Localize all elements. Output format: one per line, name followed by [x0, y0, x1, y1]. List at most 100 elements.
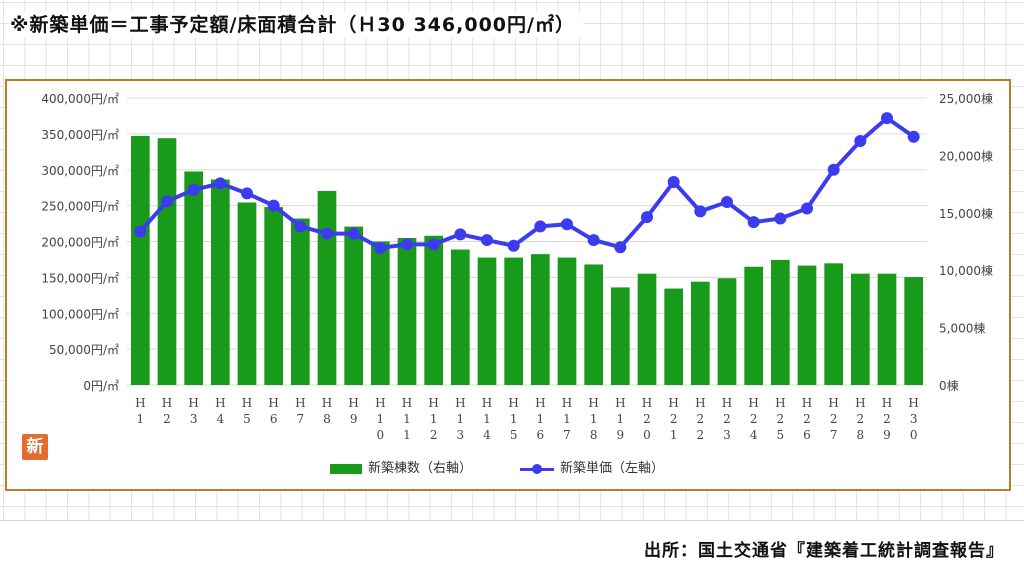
- point-H17: [561, 218, 573, 231]
- point-H20: [641, 211, 653, 224]
- point-H4: [214, 177, 227, 190]
- x-tick-char: 2: [777, 412, 785, 426]
- x-tick-char: 9: [617, 428, 625, 442]
- point-H22: [694, 205, 707, 218]
- point-H15: [507, 239, 520, 252]
- x-tick-char: 1: [457, 412, 465, 426]
- x-tick-char: 3: [190, 412, 198, 426]
- x-tick-char: H: [162, 396, 172, 410]
- right-axis-ticks: 0棟 5,000棟 10,000棟 15,000棟 20,000棟 25,000棟: [939, 91, 993, 393]
- x-tick-char: 3: [723, 428, 731, 442]
- x-tick-char: 4: [483, 428, 491, 442]
- x-tick-char: H: [348, 396, 358, 410]
- x-tick-char: 0: [377, 428, 385, 442]
- point-H10: [374, 241, 387, 254]
- x-tick-char: 1: [537, 412, 545, 426]
- bar-H6: [264, 207, 283, 385]
- point-H13: [454, 228, 467, 241]
- bar-H17: [557, 257, 577, 385]
- x-tick-char: 2: [803, 412, 811, 426]
- x-tick-H27: H 2 7: [828, 396, 838, 442]
- x-tick-H17: H 1 7: [562, 396, 572, 442]
- x-tick-char: 1: [670, 428, 678, 442]
- bar-H22: [691, 281, 710, 385]
- x-tick-char: 2: [430, 428, 438, 442]
- point-H24: [747, 216, 760, 229]
- bar-H14: [477, 257, 497, 385]
- x-tick-H8: H8: [322, 396, 332, 426]
- x-tick-char: 4: [217, 412, 225, 426]
- x-tick-char: H: [482, 396, 492, 410]
- x-tick-char: H: [295, 396, 305, 410]
- x-tick-char: H: [428, 396, 438, 410]
- point-H21: [667, 175, 680, 188]
- x-tick-H21: H 2 1: [668, 396, 678, 442]
- bar-H23: [717, 278, 737, 385]
- x-tick-char: 1: [430, 412, 438, 426]
- right-tick-label: 20,000棟: [939, 148, 993, 163]
- point-H8: [321, 227, 333, 240]
- x-tick-char: 6: [537, 428, 545, 442]
- left-tick-label: 50,000円/㎡: [49, 343, 119, 357]
- x-tick-char: H: [615, 396, 625, 410]
- x-tick-H29: H 2 9: [882, 396, 892, 442]
- x-tick-char: H: [375, 396, 385, 410]
- x-tick-char: 1: [377, 412, 385, 426]
- x-tick-H20: H 2 0: [642, 396, 652, 442]
- chart-gridlines: [127, 97, 927, 386]
- x-tick-char: 3: [457, 428, 465, 442]
- point-H23: [721, 196, 733, 209]
- left-tick-label: 0円/㎡: [83, 379, 119, 393]
- legend-bar-label: 新築棟数（右軸）: [368, 461, 473, 476]
- left-tick-label: 400,000円/㎡: [41, 92, 119, 106]
- bar-H1: [131, 135, 150, 385]
- x-tick-char: H: [322, 396, 332, 410]
- x-tick-char: 0: [910, 428, 918, 442]
- x-tick-char: 9: [883, 428, 891, 442]
- x-tick-char: 8: [590, 428, 598, 442]
- right-tick-label: 0棟: [939, 378, 959, 393]
- x-tick-H1: H1: [135, 396, 145, 426]
- bar-H13: [451, 249, 470, 385]
- x-tick-char: H: [802, 396, 812, 410]
- x-tick-char: 3: [910, 412, 918, 426]
- point-H3: [187, 183, 200, 196]
- x-tick-H9: H9: [348, 396, 358, 426]
- x-tick-char: 5: [243, 412, 251, 426]
- bar-H2: [157, 138, 177, 385]
- bar-H26: [797, 265, 817, 385]
- legend-bar-swatch: [330, 463, 362, 474]
- bar-H15: [504, 257, 523, 385]
- bar-H24: [744, 266, 763, 385]
- x-tick-char: 1: [137, 412, 145, 426]
- right-tick-label: 5,000棟: [939, 321, 985, 336]
- x-tick-char: 2: [697, 428, 705, 442]
- point-H16: [534, 220, 547, 233]
- x-tick-H4: H4: [215, 396, 225, 426]
- point-H7: [294, 220, 307, 233]
- x-tick-H23: H 2 3: [722, 396, 732, 442]
- x-tick-char: H: [695, 396, 705, 410]
- x-tick-char: 7: [830, 428, 838, 442]
- bar-H8: [317, 190, 337, 385]
- x-tick-char: 2: [857, 412, 865, 426]
- point-H12: [427, 238, 440, 251]
- x-tick-H26: H 2 6: [802, 396, 812, 442]
- bar-H21: [664, 288, 683, 385]
- x-tick-H30: H 3 0: [908, 396, 918, 442]
- x-tick-H5: H5: [242, 396, 252, 426]
- x-tick-char: 2: [163, 412, 171, 426]
- x-tick-char: H: [642, 396, 652, 410]
- left-tick-label: 350,000円/㎡: [41, 128, 119, 142]
- x-tick-char: 1: [563, 412, 571, 426]
- x-tick-char: 6: [270, 412, 278, 426]
- x-tick-H16: H 1 6: [535, 396, 545, 442]
- x-tick-char: H: [748, 396, 758, 410]
- bar-H12: [424, 235, 443, 385]
- chart-legend: 新築棟数（右軸） 新築単価（左軸）: [330, 458, 690, 480]
- x-tick-H7: H7: [295, 396, 305, 426]
- left-tick-label: 100,000円/㎡: [41, 307, 119, 321]
- x-tick-char: H: [402, 396, 412, 410]
- x-tick-H25: H 2 5: [775, 396, 785, 442]
